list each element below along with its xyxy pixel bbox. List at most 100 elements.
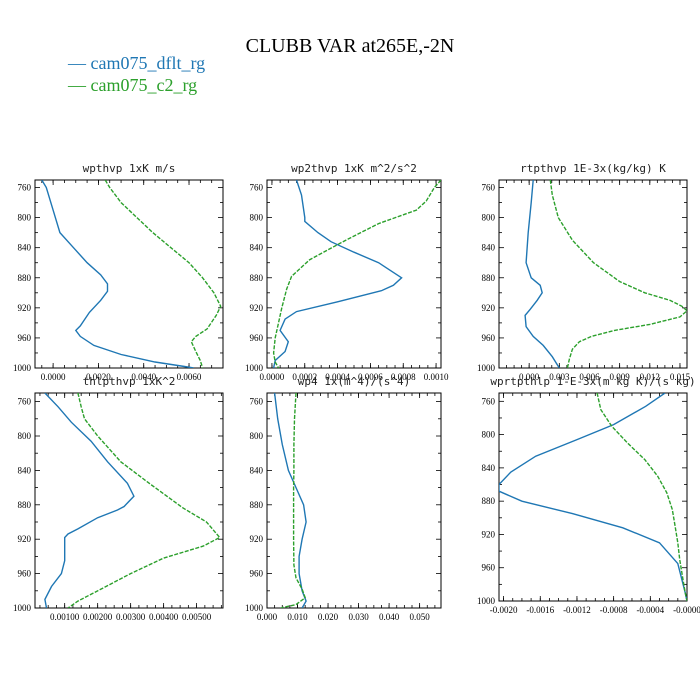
panel-6: wprtpthlp 1-E-3x(m kg K)/(s kg) 760 800 840… <box>477 375 700 615</box>
y-tick-label: 960 <box>18 569 32 579</box>
x-tick-label: 0.00200 <box>83 612 113 622</box>
y-tick-label: 760 <box>250 397 264 407</box>
x-tick-label: 0.00100 <box>50 612 80 622</box>
y-tick-label: 880 <box>482 496 496 506</box>
figure-title: CLUBB VAR at265E,-2N <box>246 35 455 57</box>
panel-5: wp4 1x(m^4)/(s^4)76080084088092096010000… <box>245 375 442 622</box>
panels: wpthvp 1xK m/s76080084088092096010000.00… <box>13 162 700 622</box>
x-tick-label: 0.030 <box>348 612 369 622</box>
x-tick-label: 0.010 <box>287 612 308 622</box>
plot-frame <box>34 392 224 609</box>
y-tick-label: 1000 <box>245 363 264 373</box>
x-tick-label: 0.0060 <box>177 372 202 382</box>
legend-label-dflt: cam075_dflt_rg <box>91 53 206 73</box>
y-tick-label: 760 <box>18 397 32 407</box>
y-tick-label: 1000 <box>245 603 264 613</box>
y-tick-label: 840 <box>250 243 264 253</box>
x-tick-label: 0.00300 <box>116 612 146 622</box>
y-tick-label: 880 <box>250 500 264 510</box>
series-line-c2 <box>549 180 687 368</box>
y-tick-label: 920 <box>482 529 496 539</box>
y-tick-label: 880 <box>18 273 32 283</box>
x-tick-label: -0.0012 <box>563 605 591 615</box>
x-tick-label: 0.00400 <box>149 612 179 622</box>
x-tick-label: 0.0006 <box>358 372 383 382</box>
x-tick-label: -0.0008 <box>600 605 628 615</box>
y-tick-label: 840 <box>18 243 32 253</box>
x-tick-label: 0.006 <box>579 372 600 382</box>
x-tick-label: 0.0002 <box>292 372 317 382</box>
panel-2: wp2thvp 1xK m^2/s^2 760 800 840 880 920 960 100… <box>245 162 449 382</box>
x-tick-label: 0.0004 <box>325 372 350 382</box>
y-tick-label: 800 <box>18 431 32 441</box>
x-tick-label: -0.0004 <box>636 605 664 615</box>
x-tick-label: 0.0020 <box>86 372 111 382</box>
y-tick-label: 1000 <box>477 363 496 373</box>
series-line-dflt <box>44 393 135 608</box>
y-tick-label: 1000 <box>477 596 496 606</box>
y-tick-label: 960 <box>250 333 264 343</box>
panel-1: wpthvp 1xK m/s 760 800 840 880 920 960 1000 0.00… <box>13 162 224 382</box>
x-tick-label: 0.015 <box>670 372 691 382</box>
y-tick-label: 920 <box>18 534 32 544</box>
panel-4: thlpthvp 1xK^2 760 800 840 880 920 960 1000 0.00… <box>13 375 224 622</box>
x-tick-label: 0.00500 <box>182 612 212 622</box>
plot-frame <box>498 392 688 602</box>
legend-label-c2: cam075_c2_rg <box>91 75 198 95</box>
x-tick-label: 0.000 <box>519 372 540 382</box>
y-tick-label: 920 <box>482 303 496 313</box>
series-line-dflt <box>524 180 560 368</box>
y-tick-label: 760 <box>482 396 496 406</box>
series-line-c2 <box>280 393 307 608</box>
legend-entry-c2: — cam075_c2_rg <box>67 75 197 95</box>
y-tick-label: 840 <box>482 463 496 473</box>
y-tick-label: 760 <box>18 183 32 193</box>
x-tick-label: 0.0010 <box>424 372 449 382</box>
x-tick-label: -0.0000 <box>673 605 700 615</box>
x-tick-label: 0.0000 <box>41 372 66 382</box>
x-tick-label: 0.009 <box>610 372 631 382</box>
series-line-dflt <box>499 393 687 601</box>
series-line-c2 <box>67 393 221 608</box>
y-tick-label: 800 <box>250 431 264 441</box>
y-tick-label: 800 <box>482 430 496 440</box>
x-tick-label: 0.000 <box>257 612 278 622</box>
y-tick-label: 840 <box>250 465 264 475</box>
panel-title: wpthvp 1xK m/s <box>83 162 176 175</box>
x-tick-label: 0.0040 <box>131 372 156 382</box>
x-tick-label: 0.0008 <box>391 372 416 382</box>
plot-frame <box>266 392 442 609</box>
y-tick-label: 1000 <box>13 603 32 613</box>
plot-frame <box>498 179 688 369</box>
series-line-dflt <box>273 393 307 608</box>
legend-entry-dflt: — cam075_dflt_rg <box>67 53 205 73</box>
panel-title: wp4 1x(m^4)/(s^4) <box>298 375 411 388</box>
y-tick-label: 920 <box>250 534 264 544</box>
y-tick-label: 800 <box>250 213 264 223</box>
y-tick-label: 760 <box>250 183 264 193</box>
x-tick-label: 0.020 <box>318 612 339 622</box>
x-tick-label: 0.003 <box>549 372 570 382</box>
panel-title: thlpthvp 1xK^2 <box>83 375 176 388</box>
x-tick-label: 0.050 <box>410 612 431 622</box>
series-line-dflt <box>272 180 403 368</box>
y-tick-label: 880 <box>18 500 32 510</box>
y-tick-label: 960 <box>250 569 264 579</box>
series-line-dflt <box>41 180 194 368</box>
x-tick-label: 0.012 <box>640 372 660 382</box>
x-tick-label: 0.040 <box>379 612 400 622</box>
y-tick-label: 800 <box>482 213 496 223</box>
y-tick-label: 760 <box>482 183 496 193</box>
y-tick-label: 1000 <box>13 363 32 373</box>
y-tick-label: 840 <box>482 243 496 253</box>
x-tick-label: -0.0016 <box>526 605 554 615</box>
y-tick-label: 960 <box>482 333 496 343</box>
y-tick-label: 800 <box>18 213 32 223</box>
y-tick-label: 960 <box>482 563 496 573</box>
y-tick-label: 920 <box>250 303 264 313</box>
plot-frame <box>34 179 224 369</box>
panel-title: wprtpthlp 1-E-3x(m kg K)/(s kg) <box>490 375 695 388</box>
legend: — cam075_dflt_rg — cam075_c2_rg <box>67 53 205 95</box>
y-tick-label: 960 <box>18 333 32 343</box>
